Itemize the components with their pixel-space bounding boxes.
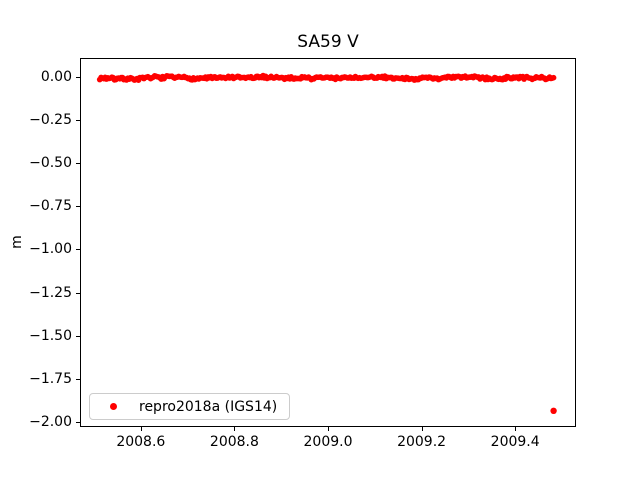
data-point <box>550 407 557 414</box>
x-tick <box>234 427 236 431</box>
y-tick-label: −1.50 <box>29 327 72 344</box>
y-tick-label: −0.25 <box>29 112 72 129</box>
x-tick <box>328 427 329 431</box>
y-tick <box>76 292 80 294</box>
y-tick-label: −0.75 <box>29 198 72 215</box>
x-tick <box>421 427 423 431</box>
y-tick <box>76 76 80 78</box>
legend-marker-icon <box>110 403 117 410</box>
y-tick <box>76 421 80 423</box>
y-tick-label: −1.00 <box>29 241 72 258</box>
y-tick-label: −0.50 <box>29 155 72 172</box>
y-tick <box>76 249 80 251</box>
y-tick <box>76 120 80 122</box>
x-tick <box>515 427 517 431</box>
y-tick <box>76 378 80 380</box>
legend-label: repro2018a (IGS14) <box>139 398 278 415</box>
plot-area: repro2018a (IGS14) <box>80 58 576 427</box>
data-point <box>550 74 557 81</box>
x-tick-label: 2008.8 <box>209 434 259 450</box>
x-tick-label: 2008.6 <box>116 434 166 450</box>
chart-title: SA59 V <box>297 32 359 52</box>
scatter-points <box>96 72 557 414</box>
x-tick-label: 2009.0 <box>303 434 353 450</box>
x-tick <box>140 427 142 431</box>
y-tick <box>76 163 80 165</box>
y-tick <box>76 335 80 337</box>
y-tick-label: −1.25 <box>29 284 72 301</box>
x-tick-label: 2009.2 <box>397 434 447 450</box>
x-tick-label: 2009.4 <box>490 434 540 450</box>
y-tick <box>76 206 80 208</box>
y-tick-label: −1.75 <box>29 370 72 387</box>
y-tick-label: 0.00 <box>40 68 72 85</box>
legend: repro2018a (IGS14) <box>89 393 291 420</box>
y-tick-label: −2.00 <box>29 413 72 430</box>
